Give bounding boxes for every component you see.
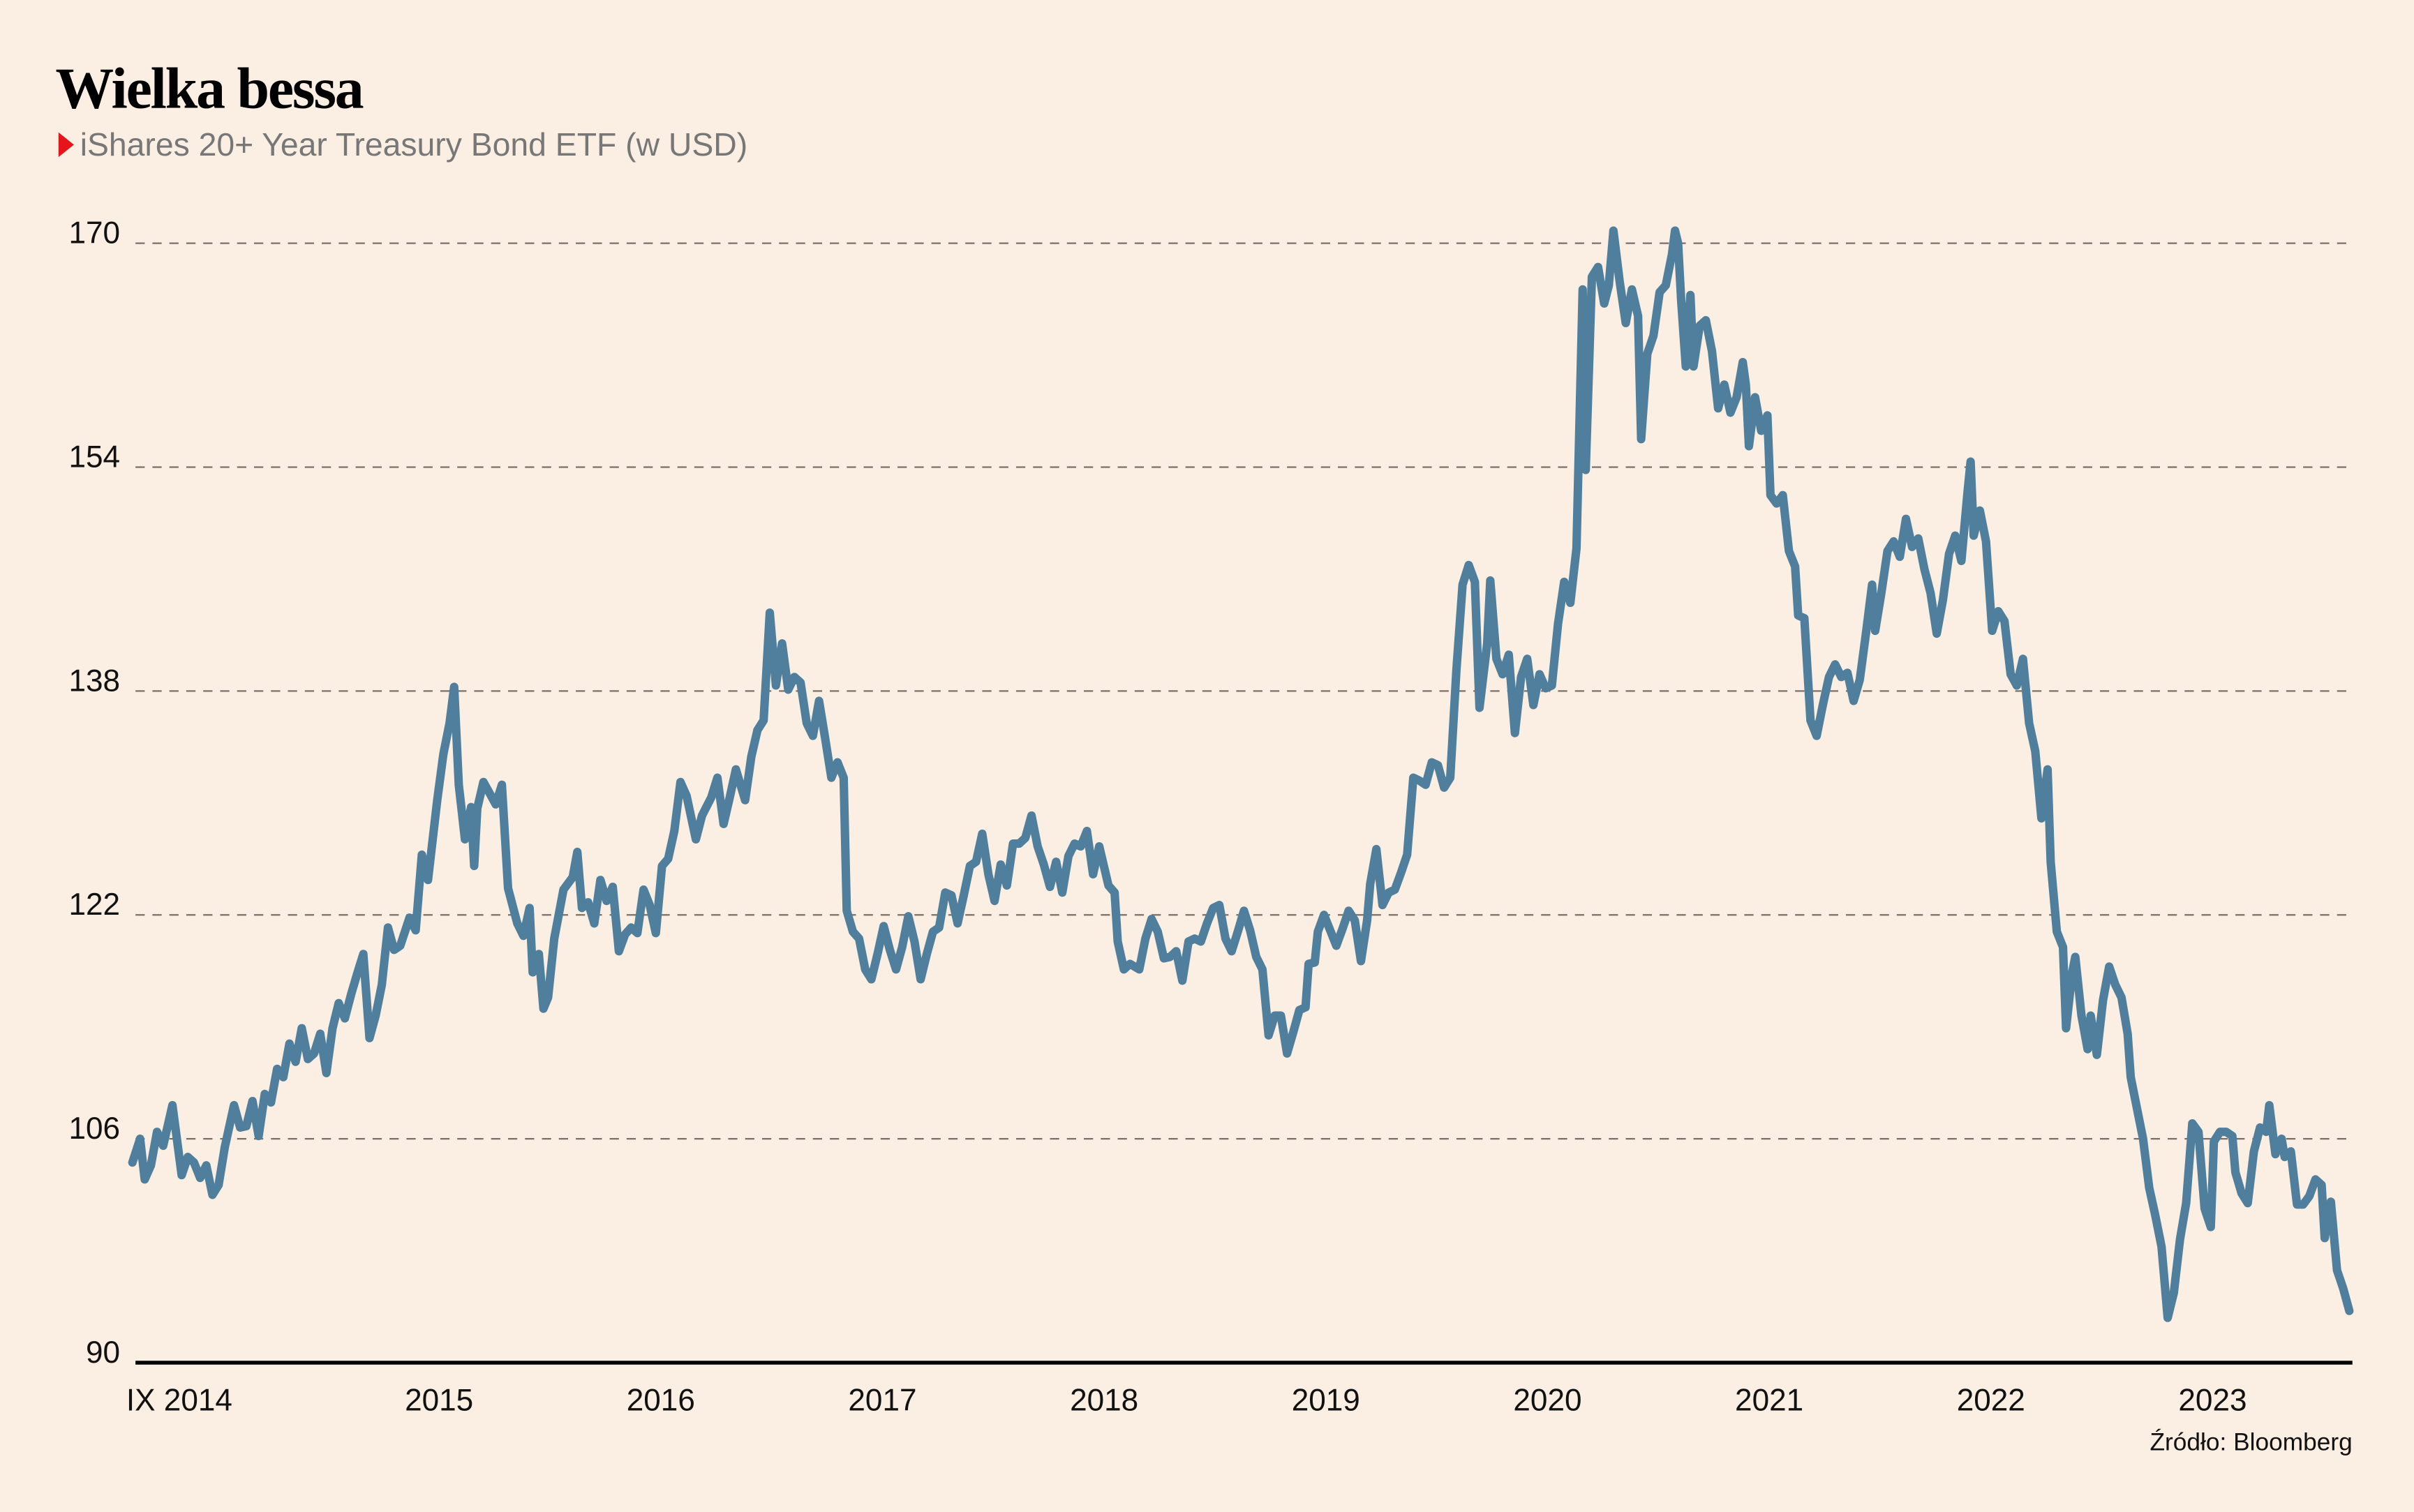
y-axis-ticks: 90 106 122 138 154 170	[68, 216, 120, 1370]
y-tick-label: 138	[68, 664, 120, 698]
x-tick-label: 2015	[405, 1383, 473, 1417]
source-note: Źródło: Bloomberg	[2149, 1429, 2352, 1456]
y-tick-label: 122	[68, 888, 120, 922]
x-tick-label: 2023	[2178, 1383, 2247, 1417]
series-line-tlt	[128, 226, 2354, 1322]
x-tick-label: 2022	[1957, 1383, 2025, 1417]
red-triangle-icon	[58, 132, 74, 158]
chart-title: Wielka bessa	[55, 56, 363, 121]
y-tick-label: 170	[68, 216, 120, 250]
x-tick-label: 2017	[848, 1383, 916, 1417]
x-axis-ticks: IX 2014 2015 2016 2017 2018 2019 2020 2021 2022 2…	[126, 1383, 2247, 1417]
x-tick-label: 2020	[1513, 1383, 1581, 1417]
y-tick-label: 106	[68, 1111, 120, 1146]
chart-subtitle: iShares 20+ Year Treasury Bond ETF (w US…	[80, 126, 747, 163]
y-tick-label: 154	[68, 440, 120, 474]
x-tick-label: 2016	[627, 1383, 695, 1417]
x-tick-label: 2018	[1070, 1383, 1138, 1417]
y-tick-label: 90	[86, 1335, 120, 1370]
x-tick-label: IX 2014	[126, 1383, 232, 1417]
x-tick-label: 2021	[1735, 1383, 1803, 1417]
x-tick-label: 2019	[1292, 1383, 1360, 1417]
